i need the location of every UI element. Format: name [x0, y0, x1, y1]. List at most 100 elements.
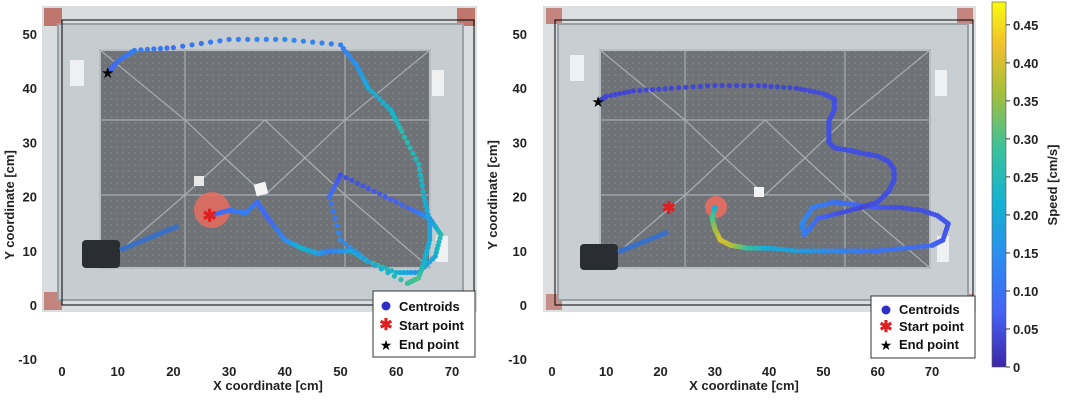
centroid-point: [793, 248, 799, 254]
x-tick-label: 60: [870, 364, 884, 379]
centroid-point: [356, 251, 362, 257]
x-axis-label-left: X coordinate [cm]: [213, 378, 323, 393]
start-point-marker: ✱: [662, 198, 676, 217]
centroid-point: [630, 88, 637, 94]
centroid-point: [820, 248, 827, 254]
centroid-point: [157, 45, 163, 52]
centroid-point: [884, 247, 890, 253]
centroid-point: [741, 82, 747, 89]
centroid-point: [608, 92, 614, 98]
centroid-point: [271, 222, 277, 229]
centroid-point: [254, 36, 260, 43]
centroid-point: [780, 246, 786, 252]
legend-end-label: End point: [399, 337, 460, 352]
colorbar-tick-label: 0.45: [1013, 18, 1038, 33]
centroid-point: [391, 273, 397, 279]
centroid-point: [351, 248, 358, 254]
centroid-point: [382, 194, 388, 200]
x-tick-label: 10: [599, 364, 613, 379]
legend-right: Centroids ✱ Start point ★ End point: [870, 295, 976, 359]
centroid-point: [180, 43, 186, 49]
centroid-point: [273, 36, 279, 43]
centroid-point: [410, 150, 416, 156]
centroid-point: [744, 245, 751, 251]
colorbar-tick-label: 0.10: [1013, 284, 1038, 299]
centroid-point: [676, 85, 682, 91]
x-tick-label: 10: [110, 364, 124, 379]
centroid-point: [612, 91, 618, 98]
centroid-point: [878, 204, 884, 210]
start-point-marker: ✱: [203, 207, 217, 226]
y-tick-label: 40: [23, 81, 37, 96]
centroid-point: [787, 85, 793, 91]
centroid-point: [369, 89, 375, 95]
centroid-point: [759, 245, 765, 251]
centroid-point: [626, 89, 632, 95]
legend-end-marker: ★: [880, 337, 893, 353]
y-tick-label: 20: [513, 190, 527, 205]
colorbar-gradient: [991, 1, 1007, 368]
centroid-point: [643, 87, 649, 93]
centroid-point: [857, 248, 863, 254]
centroid-point: [866, 248, 872, 254]
centroid-point: [726, 82, 732, 89]
centroid-point: [621, 90, 628, 96]
panel-left: 0 10 20 30 40 50 60 70 -10 0 10 20 30 40 50 X coordina…: [2, 6, 477, 393]
centroid-point: [332, 215, 338, 221]
centroid-point: [388, 107, 394, 113]
x-tick-label: 0: [548, 364, 555, 379]
arena-photo-left: [42, 6, 477, 312]
y-tick-label: 10: [513, 244, 527, 259]
centroid-point: [279, 233, 285, 239]
centroid-point: [412, 269, 418, 276]
x-tick-label: 20: [653, 364, 667, 379]
legend-centroids-marker: [381, 301, 391, 311]
centroid-point: [384, 103, 390, 109]
centroid-point: [423, 203, 429, 209]
centroid-point: [347, 244, 353, 250]
centroid-point: [402, 134, 408, 140]
centroid-point: [419, 183, 425, 189]
colorbar-tick-label: 0.30: [1013, 132, 1038, 147]
centroid-point: [748, 245, 754, 251]
colorbar-tick-label: 0.40: [1013, 56, 1038, 71]
centroid-point: [343, 49, 349, 55]
legend-centroids-label: Centroids: [899, 302, 960, 317]
legend-end-marker: ★: [380, 337, 393, 353]
centroid-point: [413, 156, 419, 162]
colorbar-tick-label: 0: [1013, 360, 1020, 375]
centroid-point: [882, 204, 888, 210]
centroid-point: [656, 86, 662, 92]
centroid-point: [752, 245, 758, 251]
centroid-point: [774, 84, 780, 90]
centroid-point: [276, 230, 282, 236]
colorbar: 0 0.05 0.10 0.15 0.20 0.25 0.30 0.35 0.40 0.45 Sp…: [991, 1, 1060, 375]
centroid-point: [380, 100, 386, 106]
centroid-point: [349, 177, 355, 183]
centroid-point: [888, 246, 894, 252]
centroid-point: [328, 41, 334, 47]
centroid-point: [637, 87, 643, 94]
centroid-point: [372, 262, 378, 268]
centroid-point: [848, 248, 854, 254]
centroid-point: [421, 194, 427, 200]
centroid-point: [349, 56, 355, 62]
centroid-point: [596, 98, 603, 104]
centroid-point: [802, 248, 808, 254]
centroid-point: [263, 36, 269, 43]
centroid-point: [893, 246, 899, 252]
centroid-point: [300, 38, 306, 44]
centroid-point: [838, 248, 845, 254]
legend-start-marker: ✱: [379, 317, 392, 334]
colorbar-tick-label: 0.15: [1013, 246, 1038, 261]
axes-frame-left: [61, 19, 475, 306]
centroid-point: [388, 196, 394, 202]
centroid-point: [404, 139, 410, 145]
end-point-marker: ★: [101, 65, 114, 82]
centroid-point: [911, 244, 917, 250]
centroid-point: [365, 259, 371, 265]
panel-right: 0 10 20 30 40 50 60 70 -10 0 10 20 30 40 50 X coordina…: [485, 6, 976, 393]
centroid-point: [338, 42, 344, 48]
y-tick-label: 30: [513, 135, 527, 150]
